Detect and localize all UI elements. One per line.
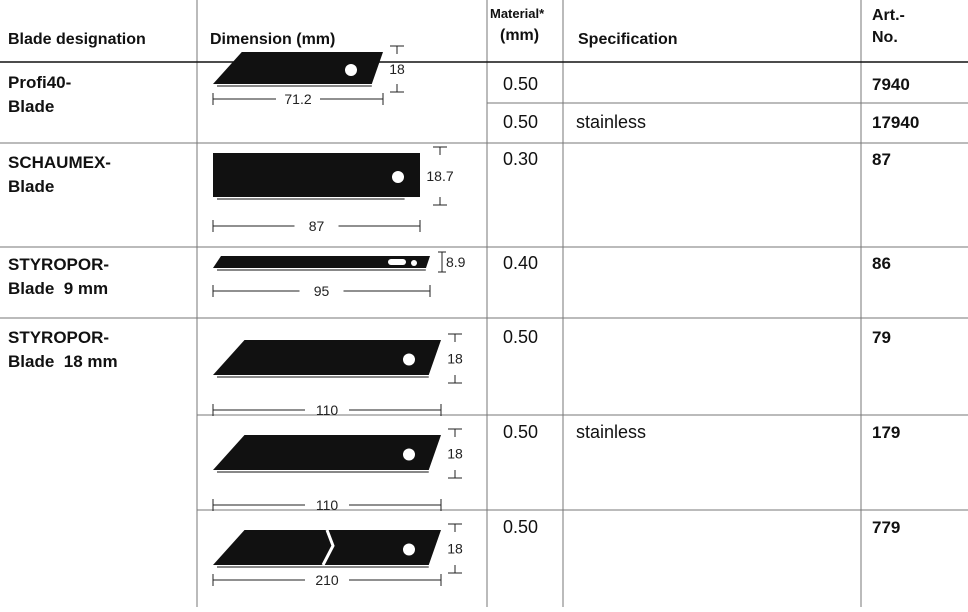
length-label: 95 <box>314 283 330 299</box>
blade-drawing: 18 110 <box>212 428 463 513</box>
blade-shape <box>213 52 383 84</box>
blade-drawing: 18 210 <box>212 523 463 588</box>
height-label: 18 <box>447 541 463 557</box>
material: 0.50 <box>503 74 538 94</box>
material: 0.50 <box>503 422 538 442</box>
height-label: 8.9 <box>446 254 466 270</box>
blade-name: STYROPOR- <box>8 328 109 347</box>
height-label: 18 <box>447 446 463 462</box>
blade-name: Blade 9 mm <box>8 279 108 298</box>
blade-drawing: 8.9 95 <box>212 251 466 299</box>
art-no: 86 <box>872 254 891 273</box>
material: 0.30 <box>503 149 538 169</box>
blade-hole <box>411 260 417 266</box>
length-label: 210 <box>315 572 339 588</box>
blade-name: SCHAUMEX- <box>8 153 111 172</box>
header-label: Blade designation <box>8 31 146 48</box>
material: 0.50 <box>503 327 538 347</box>
material: 0.50 <box>503 517 538 537</box>
length-label: 71.2 <box>284 91 311 107</box>
height-label: 18 <box>447 351 463 367</box>
blade-name: Blade <box>8 177 54 196</box>
length-label: 110 <box>316 402 339 418</box>
header-label: (mm) <box>500 27 539 44</box>
blade-hole <box>403 543 415 556</box>
blade-drawing: 18 110 <box>212 333 463 418</box>
material: 0.40 <box>503 253 538 273</box>
blade-break <box>321 529 335 566</box>
blade-name: Blade <box>8 97 54 116</box>
length-label: 87 <box>309 218 325 234</box>
art-no: 79 <box>872 328 891 347</box>
blade-name: Profi40- <box>8 73 71 92</box>
height-label: 18.7 <box>426 168 453 184</box>
material: 0.50 <box>503 112 538 132</box>
length-label: 110 <box>316 497 339 513</box>
blade-hole <box>403 448 415 461</box>
blade-shape <box>213 435 441 470</box>
art-no: 17940 <box>872 113 919 132</box>
blade-hole <box>403 353 415 366</box>
blade-shape <box>213 153 420 197</box>
header-label: Art.- <box>872 7 905 24</box>
header-label: No. <box>872 29 898 46</box>
blade-hole <box>345 64 357 76</box>
blade-shape <box>213 530 441 565</box>
blade-shape <box>213 256 430 268</box>
header-label: Dimension (mm) <box>210 31 335 48</box>
art-no: 87 <box>872 150 891 169</box>
art-no: 7940 <box>872 75 910 94</box>
blade-drawing: 18 71.2 <box>212 45 405 107</box>
blade-name: Blade 18 mm <box>8 352 118 371</box>
blade-slot <box>388 259 406 265</box>
height-label: 18 <box>389 61 405 77</box>
blade-hole <box>392 171 404 183</box>
specification: stainless <box>576 112 646 132</box>
blade-name: STYROPOR- <box>8 255 109 274</box>
blade-drawing: 18.7 87 <box>212 146 454 234</box>
specification: stainless <box>576 422 646 442</box>
art-no: 779 <box>872 518 900 537</box>
header-label: Material* <box>490 6 545 21</box>
blade-shape <box>213 340 441 375</box>
header-label: Specification <box>578 31 678 48</box>
art-no: 179 <box>872 423 900 442</box>
